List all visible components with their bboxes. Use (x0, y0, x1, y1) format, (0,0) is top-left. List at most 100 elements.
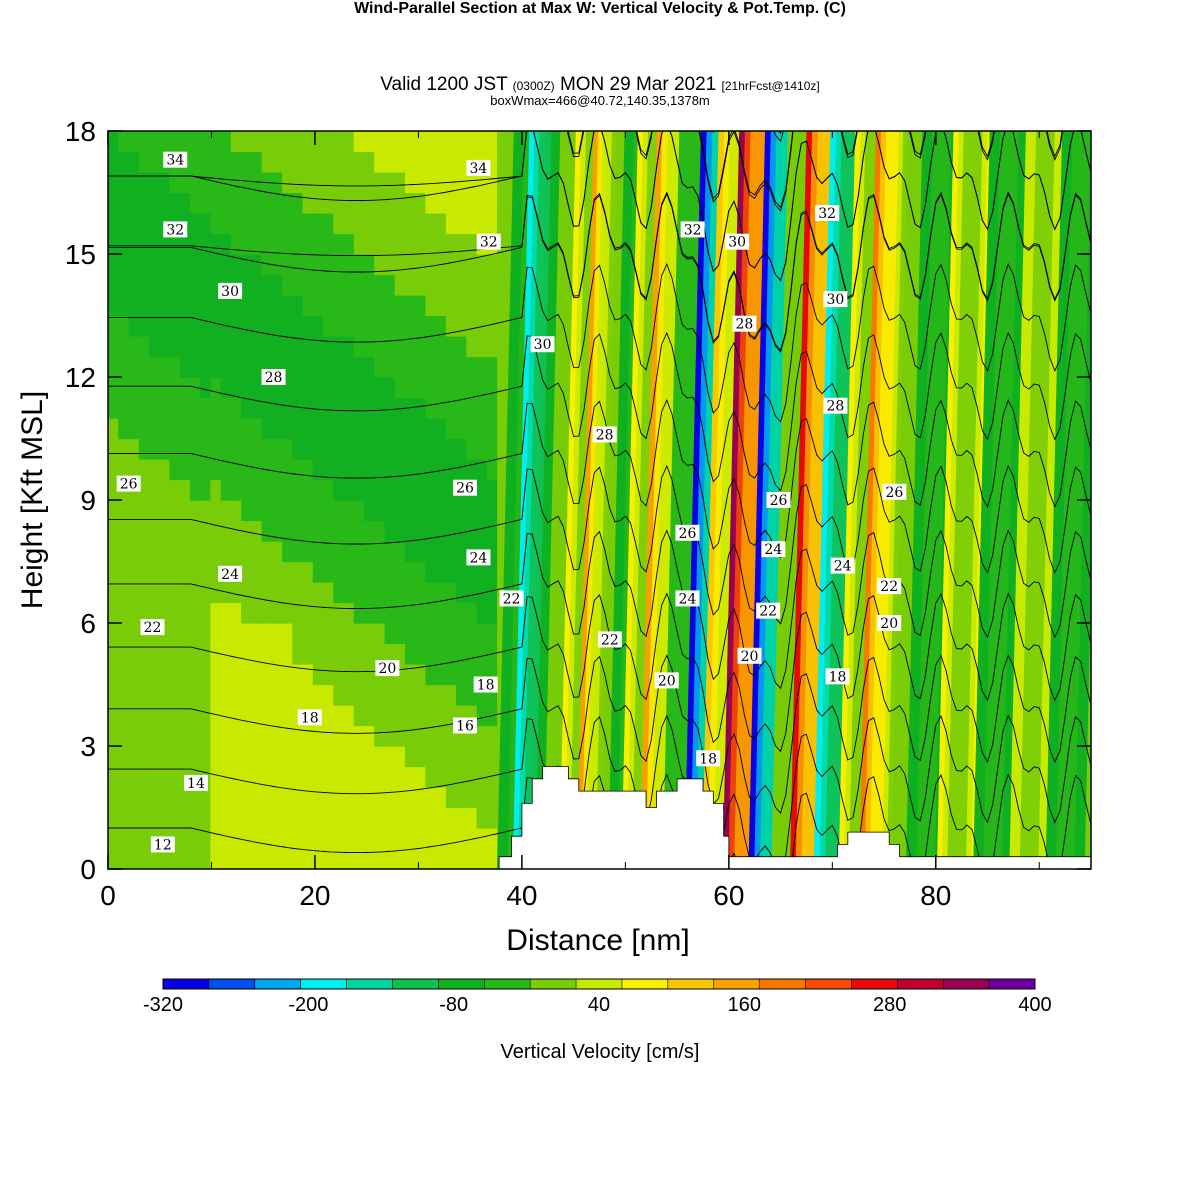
colorbar-tick-label: 280 (873, 994, 906, 1016)
field-cell (425, 192, 437, 214)
field-cell (159, 500, 171, 522)
field-cell (497, 397, 508, 419)
vertical-velocity-field (108, 131, 1091, 869)
field-cell (486, 254, 498, 276)
field-cell (435, 828, 447, 850)
field-cell (302, 356, 314, 378)
field-cell (363, 172, 375, 194)
field-cell (507, 151, 519, 173)
colorbar-swatch (254, 979, 302, 989)
field-cell (118, 377, 130, 399)
x-tick-label: 40 (506, 880, 537, 911)
field-cell (220, 254, 232, 276)
field-cell (148, 664, 160, 686)
field-cell (251, 828, 263, 850)
field-cell (261, 315, 273, 337)
field-cell (189, 213, 201, 235)
field-cell (200, 582, 211, 604)
field-cell (456, 397, 467, 419)
contour-label-bg (466, 549, 491, 566)
field-cell (486, 336, 498, 358)
field-cell (312, 561, 324, 583)
field-cell (333, 602, 345, 624)
field-cell (241, 828, 252, 850)
field-cell (169, 684, 181, 706)
field-cell (241, 705, 252, 727)
contour-label: 26 (766, 492, 791, 509)
field-cell (148, 151, 160, 173)
field-cell (241, 479, 252, 501)
field-cell (333, 192, 345, 214)
field-cell (425, 643, 437, 665)
field-cell (456, 766, 467, 788)
field-cell (323, 131, 334, 153)
field-cell (251, 520, 263, 542)
field-cell (230, 684, 242, 706)
field-cell (445, 520, 457, 542)
field-cell (118, 459, 130, 481)
field-cell (435, 807, 447, 829)
field-cell (189, 664, 201, 686)
field-cell (261, 602, 273, 624)
field-cell (200, 643, 211, 665)
field-cell (384, 479, 396, 501)
field-cell (343, 787, 355, 809)
field-cell (353, 664, 365, 686)
field-cell (128, 664, 140, 686)
field-cell (159, 131, 171, 153)
field-cell (302, 315, 314, 337)
field-cell (251, 725, 263, 747)
field-cell (302, 582, 314, 604)
field-cell (159, 397, 171, 419)
field-cell (435, 295, 447, 317)
field-cell (138, 172, 150, 194)
field-cell (302, 213, 314, 235)
field-cell (404, 459, 416, 481)
field-cell (169, 602, 181, 624)
field-cell (241, 520, 252, 542)
field-cell (374, 192, 386, 214)
field-cell (323, 684, 334, 706)
field-cell (476, 500, 488, 522)
field-cell (251, 336, 263, 358)
field-cell (404, 684, 416, 706)
field-cell (189, 746, 201, 768)
field-cell (108, 766, 119, 788)
field-cell (200, 705, 211, 727)
contour-label: 24 (466, 549, 491, 566)
field-cell (210, 705, 222, 727)
contour-label: 30 (725, 233, 750, 251)
field-cell (445, 643, 457, 665)
field-cell (425, 561, 437, 583)
field-cell (292, 336, 304, 358)
field-cell (415, 459, 427, 481)
field-cell (138, 561, 150, 583)
field-cell (363, 397, 375, 419)
field-cell (425, 623, 437, 645)
field-cell (169, 131, 181, 153)
field-cell (343, 705, 355, 727)
field-cell (476, 807, 488, 829)
field-cell (445, 561, 457, 583)
contour-label: 34 (163, 151, 188, 169)
colorbar-swatch (300, 979, 348, 989)
field-cell (292, 356, 304, 378)
field-cell (486, 295, 498, 317)
field-cell (282, 254, 293, 276)
field-cell (138, 356, 150, 378)
field-cell (128, 561, 140, 583)
field-cell (159, 274, 171, 296)
field-cell (179, 623, 191, 645)
contour-label: 24 (761, 541, 786, 558)
colorbar-frame (162, 978, 1036, 990)
field-cell (476, 828, 488, 850)
field-cell (302, 438, 314, 460)
field-cell (497, 192, 508, 214)
field-cell (476, 643, 488, 665)
field-cell (271, 684, 283, 706)
theta-contour (108, 529, 1091, 690)
field-cell (302, 192, 314, 214)
field-cell (148, 315, 160, 337)
field-cell (456, 295, 467, 317)
field-cell (179, 684, 191, 706)
